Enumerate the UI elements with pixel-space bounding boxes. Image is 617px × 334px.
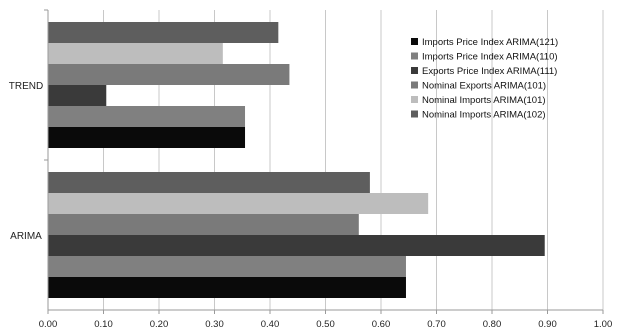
bar (48, 193, 429, 214)
bar (48, 106, 246, 127)
legend-entry: Imports Price Index ARIMA(121) (422, 37, 558, 48)
legend-entry: Nominal Imports ARIMA(101) (422, 95, 546, 106)
legend-entry: Nominal Exports ARIMA(101) (422, 81, 546, 92)
x-tick-label: 0.70 (427, 319, 446, 330)
bar (48, 277, 406, 298)
bar (48, 85, 107, 106)
bar (48, 172, 370, 193)
legend-entry: Exports Price Index ARIMA(111) (422, 66, 557, 77)
category-label: TREND (9, 81, 43, 92)
x-tick-label: 1.00 (594, 319, 613, 330)
bar (48, 22, 279, 43)
legend-swatch (411, 81, 418, 89)
bar (48, 64, 290, 85)
x-tick-label: 0.10 (94, 319, 113, 330)
legend-swatch (411, 96, 418, 103)
bar (48, 214, 359, 235)
x-tick-label: 0.00 (39, 319, 58, 330)
category-label: ARIMA (10, 231, 42, 242)
legend-swatch (411, 38, 418, 45)
legend-swatch (411, 67, 418, 74)
bar (48, 127, 246, 148)
category-labels: ARIMA TREND (9, 81, 43, 242)
x-tick-label: 0.80 (483, 319, 502, 330)
legend: Imports Price Index ARIMA(121) Imports Pr… (411, 37, 558, 121)
bar (48, 235, 545, 256)
legend-entry: Nominal Imports ARIMA(102) (422, 110, 546, 121)
bar (48, 43, 223, 64)
legend-swatch (411, 110, 418, 118)
x-tick-label: 0.90 (538, 319, 557, 330)
legend-swatch (411, 52, 418, 60)
axes (44, 9, 604, 314)
bars (48, 22, 545, 298)
x-tick-label: 0.60 (372, 319, 391, 330)
x-axis-tick-labels: 0.00 0.10 0.20 0.30 0.40 0.50 0.60 0.70 0.80 0.90… (39, 319, 613, 330)
x-tick-label: 0.40 (261, 319, 280, 330)
x-tick-label: 0.30 (205, 319, 224, 330)
bar (48, 256, 406, 277)
x-tick-label: 0.20 (150, 319, 169, 330)
x-tick-label: 0.50 (316, 319, 335, 330)
legend-entry: Imports Price Index ARIMA(110) (422, 52, 558, 63)
